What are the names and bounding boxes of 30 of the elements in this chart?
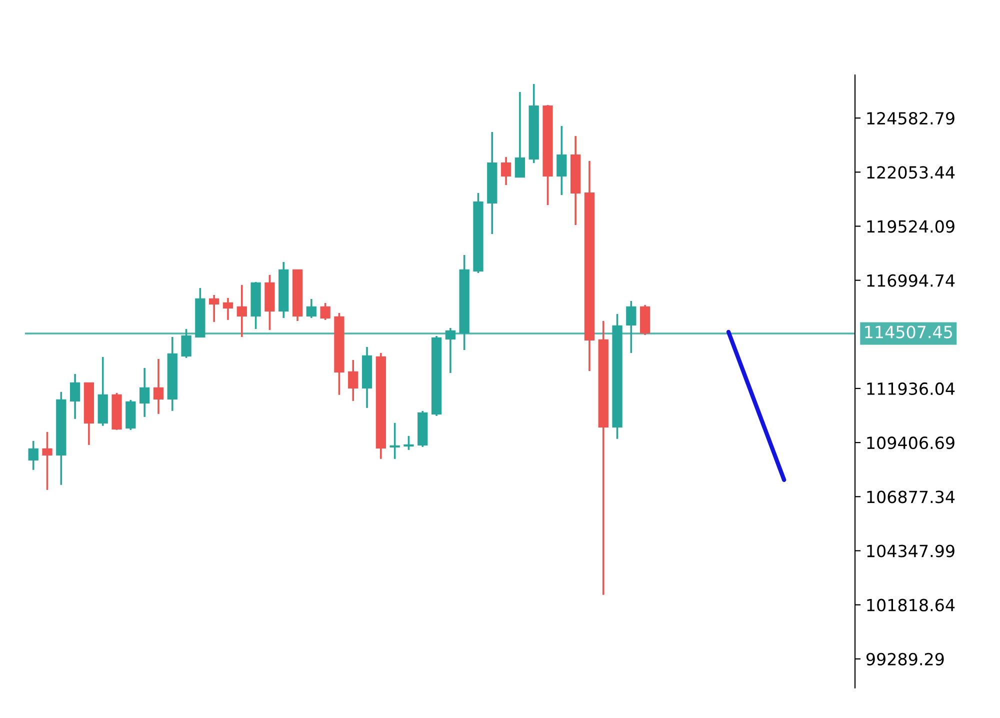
candlestick [306,298,316,319]
y-tick-label: 101818.64 [867,598,955,612]
y-tick-label: 104347.99 [867,544,954,558]
y-tick-label: 116994.74 [867,274,955,287]
y-tick-label: 111936.04 [867,382,955,396]
candlestick [320,302,330,321]
candlestick [181,328,192,359]
candlestick [556,125,567,196]
candlestick [348,359,358,402]
candlestick [445,327,456,374]
candlestick [153,358,164,415]
y-tick-label: 106877.34 [867,490,955,504]
candlestick [139,367,150,418]
candlestick [222,297,234,321]
candlestick [70,373,80,420]
y-tick-label: 122053.44 [867,166,955,179]
candlestick [514,91,526,178]
ref-line-label: 114507.45 [865,326,952,338]
candlestick [28,440,38,471]
candlestick [626,300,636,354]
candlestick [404,435,414,451]
candlestick [236,284,247,338]
y-tick-label: 99289.29 [866,652,944,666]
candlestick [390,422,400,460]
candlestick [42,431,52,491]
candlestick [500,156,512,186]
y-tick-label: 124582.79 [867,112,954,125]
y-tick-label: 109406.69 [867,436,954,450]
candlestick [209,294,220,323]
y-tick-label: 119524.09 [867,220,954,233]
